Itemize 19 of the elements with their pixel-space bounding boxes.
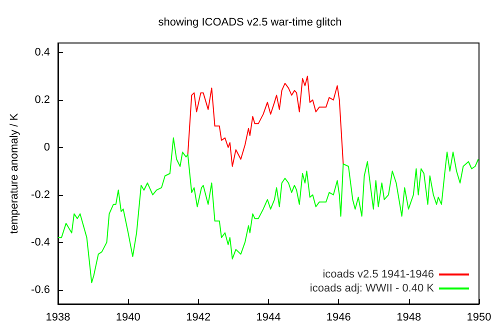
x-tick-label: 1942 bbox=[186, 312, 211, 324]
line-series bbox=[187, 76, 344, 167]
x-tick-label: 1938 bbox=[46, 312, 70, 324]
x-tick-label: 1940 bbox=[116, 312, 140, 324]
legend-label: icoads v2.5 1941-1946 bbox=[322, 268, 434, 280]
x-tick-label: 1950 bbox=[466, 312, 492, 324]
y-tick-label: -0.6 bbox=[31, 284, 50, 296]
y-tick-label: 0.4 bbox=[34, 46, 50, 58]
y-tick-label: -0.4 bbox=[31, 236, 50, 248]
legend-label: icoads adj: WWII - 0.40 K bbox=[310, 282, 435, 294]
y-tick-label: 0 bbox=[44, 141, 50, 154]
y-tick-label: 0.2 bbox=[34, 94, 50, 106]
line-series bbox=[58, 137, 479, 284]
x-tick-label: 1948 bbox=[396, 312, 422, 324]
y-axis-title: temperature anomaly / K bbox=[8, 112, 20, 234]
chart-title: showing ICOADS v2.5 war-time glitch bbox=[158, 16, 342, 28]
x-tick-label: 1946 bbox=[326, 312, 351, 324]
x-tick-label: 1944 bbox=[256, 312, 281, 324]
y-tick-label: -0.2 bbox=[31, 188, 50, 201]
